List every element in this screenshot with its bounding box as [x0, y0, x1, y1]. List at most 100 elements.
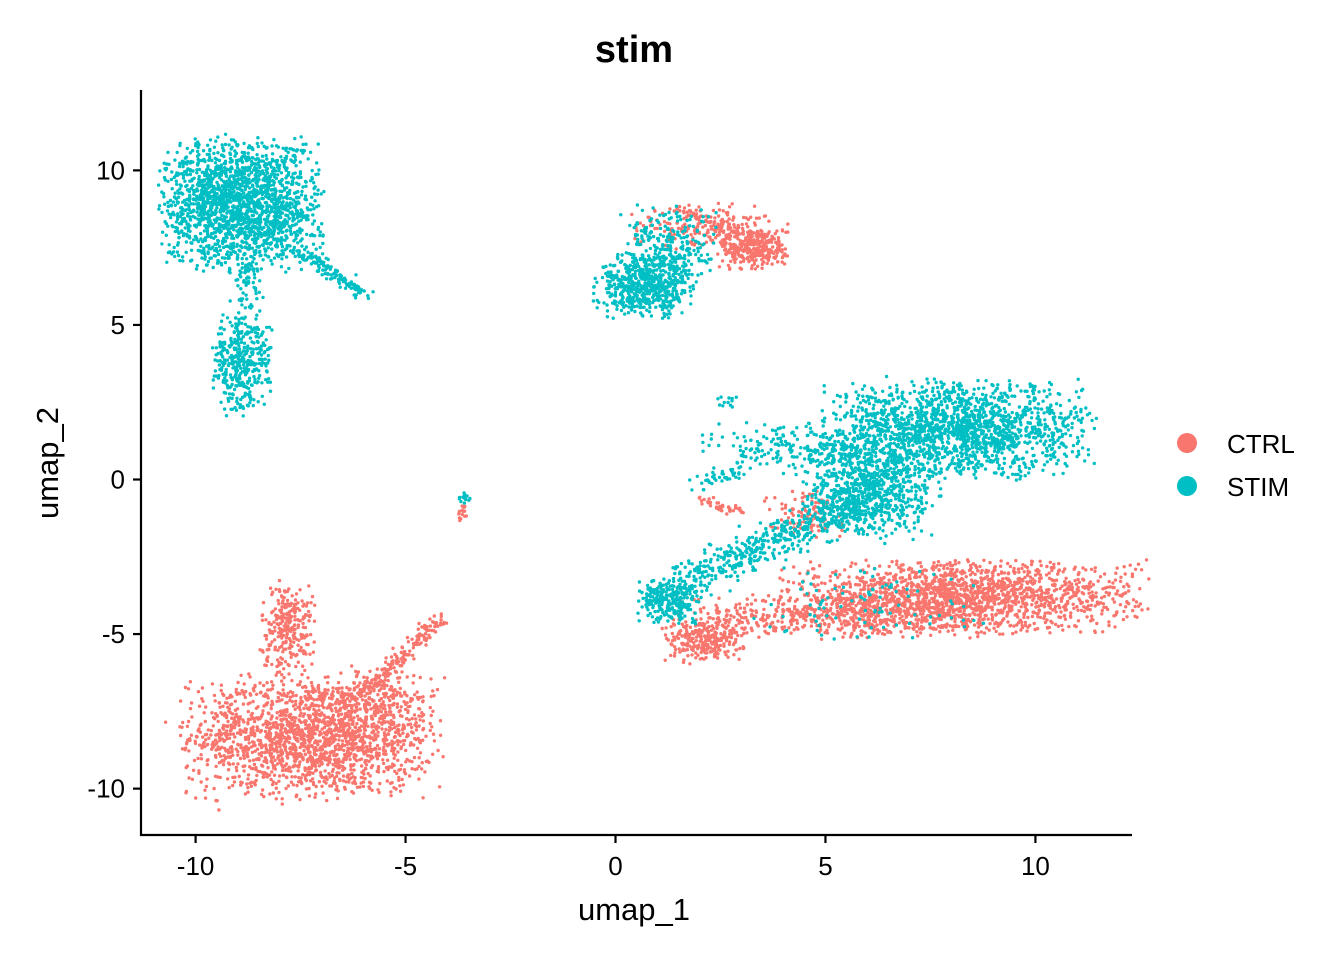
point-ctrl [373, 746, 377, 750]
point-ctrl [396, 750, 400, 754]
point-ctrl [376, 767, 381, 771]
point-ctrl [320, 775, 324, 780]
point-ctrl [421, 726, 426, 731]
point-ctrl [348, 735, 352, 739]
point-ctrl [264, 750, 269, 754]
point-ctrl [228, 729, 233, 733]
point-ctrl [221, 727, 226, 731]
point-ctrl [337, 738, 341, 742]
point-ctrl [222, 693, 226, 698]
point-ctrl [744, 615, 748, 620]
point-ctrl [1071, 602, 1075, 606]
point-ctrl [686, 641, 690, 645]
point-ctrl [856, 601, 861, 605]
point-ctrl [327, 760, 332, 765]
point-ctrl [251, 740, 255, 744]
point-ctrl [339, 671, 343, 675]
point-ctrl [884, 590, 888, 594]
point-ctrl [335, 697, 339, 702]
point-ctrl [884, 571, 888, 575]
point-ctrl [982, 631, 987, 635]
point-ctrl [363, 704, 367, 708]
point-ctrl [965, 588, 970, 592]
point-ctrl [935, 599, 939, 603]
point-ctrl [355, 785, 360, 789]
point-ctrl [663, 633, 668, 637]
point-ctrl [307, 794, 312, 798]
point-ctrl [404, 760, 408, 764]
point-ctrl [212, 715, 216, 720]
point-ctrl [428, 721, 432, 726]
point-ctrl [1125, 615, 1129, 619]
point-ctrl [277, 602, 281, 606]
point-ctrl [298, 588, 302, 592]
point-ctrl [261, 600, 266, 605]
point-ctrl [401, 783, 406, 787]
point-ctrl [729, 259, 733, 263]
point-ctrl [320, 752, 325, 756]
point-ctrl [307, 584, 311, 588]
point-ctrl [848, 608, 852, 612]
point-ctrl [947, 581, 952, 586]
point-ctrl [325, 751, 329, 755]
point-ctrl [398, 733, 402, 738]
point-ctrl [835, 605, 839, 610]
point-ctrl [396, 676, 400, 680]
point-ctrl [246, 773, 251, 777]
point-ctrl [270, 770, 274, 774]
point-ctrl [684, 620, 688, 624]
point-ctrl [924, 619, 928, 623]
point-ctrl [325, 733, 329, 737]
point-ctrl [417, 777, 421, 781]
point-ctrl [969, 599, 973, 603]
point-ctrl [322, 779, 326, 784]
point-ctrl [882, 575, 886, 580]
point-ctrl [924, 579, 928, 583]
point-ctrl [239, 732, 243, 737]
point-ctrl [918, 601, 922, 605]
point-ctrl [274, 786, 278, 790]
point-ctrl [246, 722, 250, 726]
point-ctrl [194, 796, 198, 800]
point-ctrl [320, 757, 324, 761]
point-ctrl [1053, 582, 1057, 586]
point-ctrl [216, 745, 220, 749]
point-ctrl [897, 565, 901, 570]
point-ctrl [293, 618, 297, 622]
point-ctrl [271, 791, 275, 795]
point-ctrl [715, 644, 719, 649]
point-ctrl [961, 583, 965, 588]
point-ctrl [308, 652, 312, 656]
point-ctrl [218, 730, 222, 734]
point-ctrl [976, 631, 980, 635]
point-ctrl [345, 732, 349, 736]
point-ctrl [196, 690, 201, 694]
point-ctrl [964, 575, 968, 579]
point-ctrl [412, 673, 416, 678]
point-ctrl [1042, 605, 1047, 609]
point-ctrl [780, 620, 784, 624]
point-ctrl [1006, 620, 1010, 624]
point-ctrl [1047, 571, 1051, 575]
point-ctrl [887, 578, 891, 582]
point-ctrl [312, 750, 317, 755]
point-ctrl [728, 632, 732, 636]
point-ctrl [286, 769, 291, 773]
point-ctrl [932, 561, 936, 565]
point-ctrl [267, 773, 272, 777]
point-ctrl [739, 615, 744, 620]
point-ctrl [820, 613, 824, 617]
point-ctrl [867, 621, 871, 626]
point-ctrl [280, 797, 284, 801]
point-ctrl [286, 628, 291, 632]
point-ctrl [988, 605, 993, 609]
point-ctrl [723, 632, 727, 636]
point-ctrl [288, 736, 292, 740]
point-ctrl [323, 694, 327, 698]
point-ctrl [931, 599, 935, 604]
point-ctrl [389, 794, 393, 798]
point-ctrl [223, 756, 228, 760]
point-ctrl [713, 636, 717, 640]
point-ctrl [246, 777, 250, 781]
point-ctrl [287, 612, 291, 616]
